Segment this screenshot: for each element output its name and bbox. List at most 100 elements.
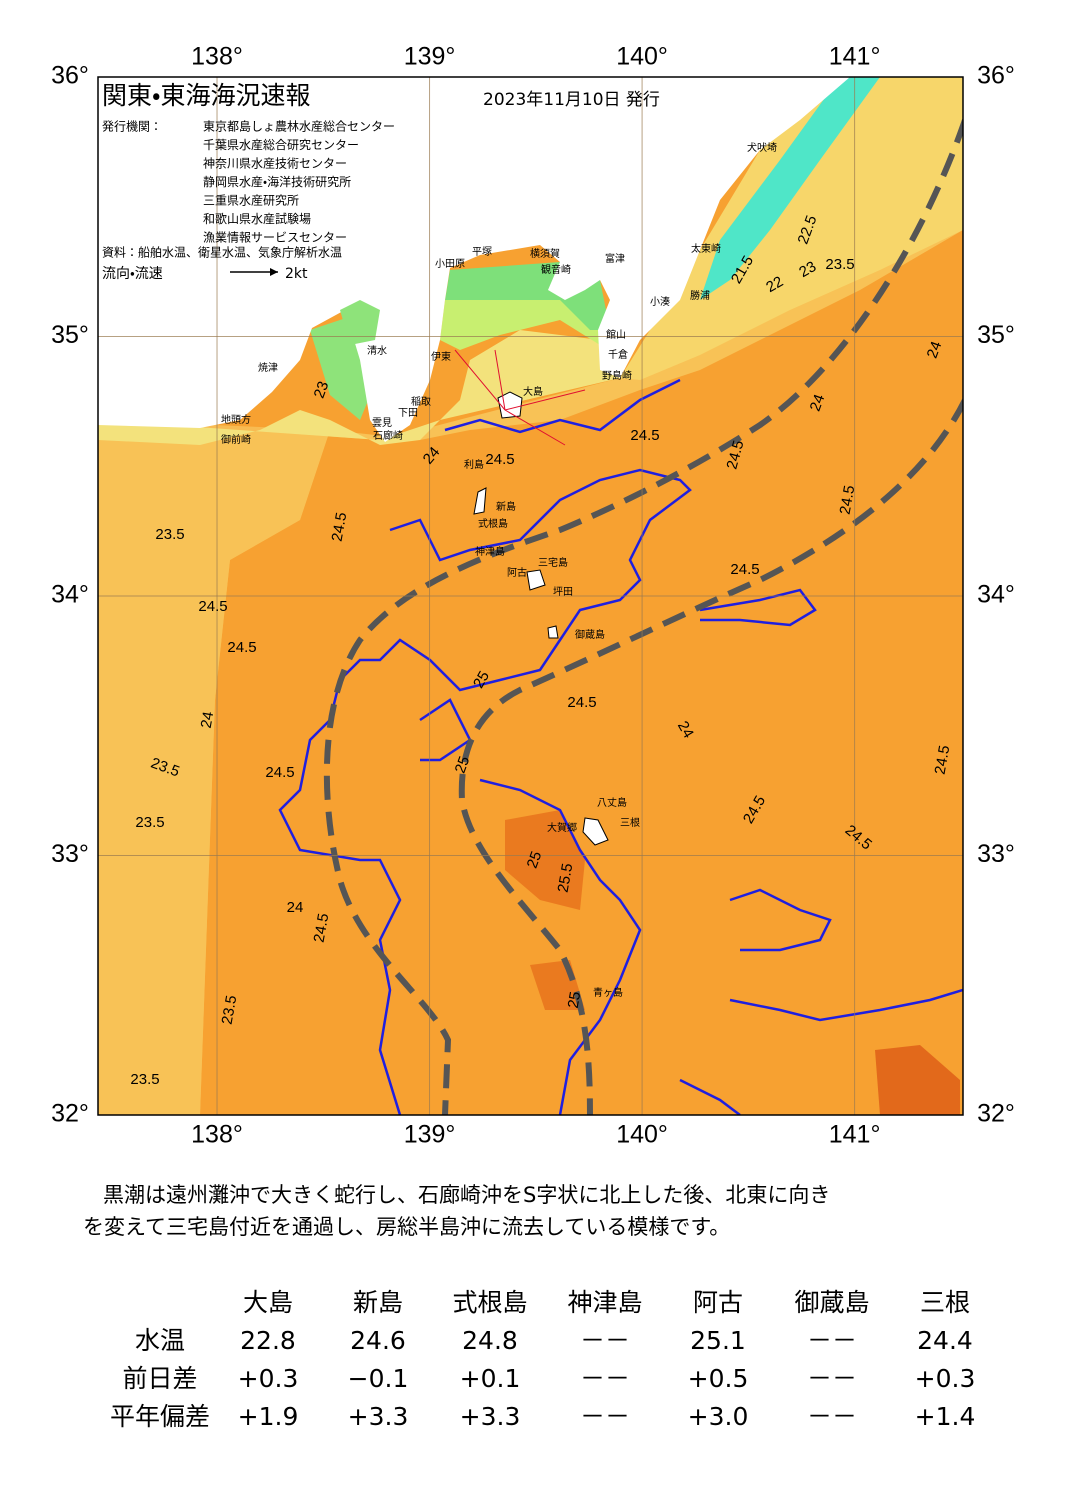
- contour-label: 24.5: [485, 451, 514, 468]
- table-cell: −0.1: [348, 1364, 409, 1393]
- contour-label: 25: [524, 849, 546, 870]
- x-tick-label: 140°: [616, 1121, 668, 1149]
- place-name: 神津島: [475, 545, 505, 558]
- isotherm: [699, 588, 817, 627]
- place-name: 利島: [464, 458, 484, 471]
- row-label: 水温: [135, 1326, 185, 1355]
- table-header: 式根島: [452, 1288, 527, 1317]
- isotherm: [679, 1078, 741, 1115]
- contour-label: 24.5: [932, 744, 954, 776]
- warm-sea: [505, 810, 585, 910]
- table-cell: －－: [580, 1402, 630, 1431]
- table-cell: 25.1: [690, 1326, 746, 1355]
- current-vectors: [454, 349, 586, 446]
- contour-label: 24.5: [311, 912, 333, 944]
- isotherm-group: [278, 378, 963, 1115]
- contour-label: 23.5: [155, 526, 184, 543]
- contour-label: 24: [674, 718, 697, 741]
- y-tick-label: 34°: [977, 581, 1015, 609]
- agency: 東京都島しょ農林水産総合センター: [203, 119, 395, 134]
- place-name: 坪田: [553, 585, 573, 598]
- y-tick-label: 34°: [51, 581, 89, 609]
- x-tick-label: 138°: [191, 43, 243, 71]
- table-cell: －－: [580, 1364, 630, 1393]
- contour-label: 25: [452, 754, 474, 775]
- x-tick-label: 141°: [829, 1121, 881, 1149]
- contour-label: 24: [198, 710, 218, 729]
- table-header: 三根: [920, 1288, 970, 1317]
- table-cell: +1.9: [238, 1402, 299, 1431]
- place-name: 御蔵島: [575, 628, 605, 641]
- y-tick-label: 32°: [977, 1100, 1015, 1128]
- table-header: 御蔵島: [794, 1288, 869, 1317]
- place-name: 三宅島: [538, 556, 568, 569]
- agency: 静岡県水産・海洋技術研究所: [203, 174, 351, 189]
- data-source: 資料：船舶水温、衛星水温、気象庁解析水温: [102, 245, 342, 260]
- place-name: 太東崎: [691, 242, 721, 255]
- island: [497, 391, 523, 419]
- contour-label: 24: [924, 339, 946, 360]
- land: [98, 77, 850, 442]
- place-name: 富津: [605, 252, 625, 265]
- island: [473, 487, 487, 515]
- coastal-sea: [620, 77, 963, 380]
- contour-label: 25.5: [555, 862, 577, 894]
- grid: [98, 77, 963, 1115]
- table-cell: 24.8: [462, 1326, 518, 1355]
- row-label: 前日差: [122, 1364, 197, 1393]
- x-tick-label: 138°: [191, 1121, 243, 1149]
- place-name: 伊東: [431, 350, 451, 363]
- isotherm: [479, 778, 642, 1115]
- table-cell: +3.3: [348, 1402, 409, 1431]
- place-name: 雲見: [372, 417, 392, 429]
- map-title: 関東・東海海況速報: [102, 81, 311, 110]
- place-name: 大島: [523, 385, 543, 398]
- place-name: 御前崎: [221, 433, 251, 446]
- x-tick-label: 141°: [829, 43, 881, 71]
- place-name: 下田: [398, 408, 418, 419]
- place-name: 千倉: [608, 349, 628, 361]
- table-cell: －－: [807, 1402, 857, 1431]
- place-name: 地頭方: [221, 413, 251, 426]
- table-cell: +3.0: [688, 1402, 749, 1431]
- agency: 千葉県水産総合研究センター: [203, 137, 359, 152]
- contour-label: 24.5: [730, 561, 759, 578]
- contour-label: 24: [287, 899, 304, 916]
- current-vector: [504, 389, 586, 411]
- legend-arrow-head: [270, 268, 278, 276]
- contour-label: 24.5: [837, 484, 859, 516]
- agencies-label: 発行機関：: [102, 120, 162, 134]
- place-name: 観音崎: [541, 263, 571, 276]
- coastal-sea: [98, 330, 620, 445]
- y-tick-label: 35°: [51, 321, 89, 349]
- place-name: 野島崎: [602, 369, 632, 382]
- table-cell: +0.3: [238, 1364, 299, 1393]
- island: [582, 817, 609, 846]
- isotherm: [444, 378, 681, 434]
- y-tick-label: 35°: [977, 321, 1015, 349]
- warm-sea: [875, 1045, 960, 1115]
- table-header: 阿古: [693, 1288, 743, 1317]
- table-header: 大島: [243, 1288, 293, 1317]
- table-cell: +0.1: [460, 1364, 521, 1393]
- isotherm: [729, 888, 832, 952]
- place-name: 小田原: [435, 258, 465, 270]
- contour-label: 24.5: [227, 639, 256, 656]
- table-cell: －－: [807, 1364, 857, 1393]
- cold-sea: [700, 77, 880, 300]
- island: [547, 625, 559, 639]
- current-vector: [454, 349, 506, 411]
- contour-label: 24.5: [265, 764, 294, 781]
- kuroshio-axis: [458, 398, 963, 1115]
- island: [526, 569, 546, 591]
- agency: 三重県水産研究所: [203, 194, 299, 208]
- contour-label: 23.5: [219, 994, 241, 1026]
- y-tick-label: 32°: [51, 1100, 89, 1128]
- x-tick-label: 140°: [616, 43, 668, 71]
- y-tick-label: 36°: [51, 62, 89, 90]
- place-name: 大賀郷: [547, 821, 577, 834]
- legend-unit: 2kt: [285, 266, 308, 282]
